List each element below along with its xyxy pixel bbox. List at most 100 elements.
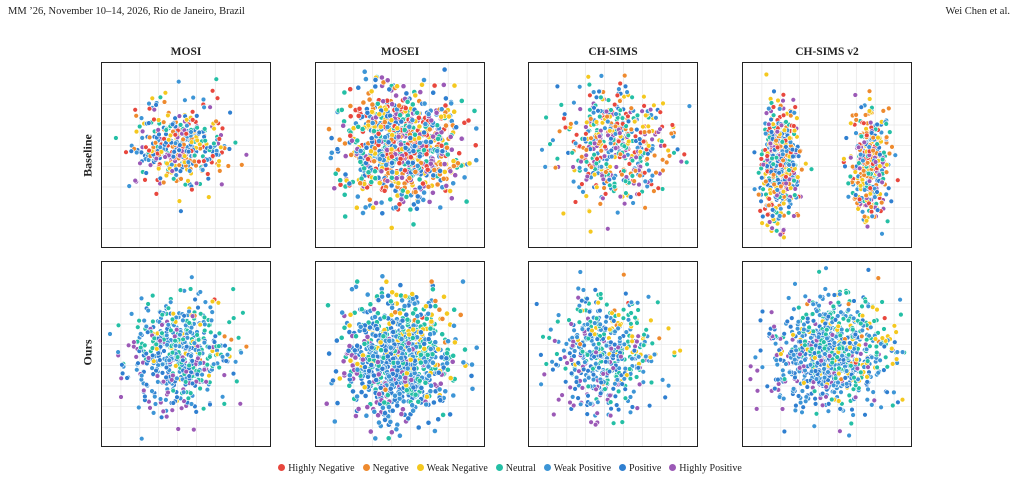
- data-point: [641, 170, 648, 176]
- data-point: [533, 301, 540, 307]
- data-point: [383, 278, 390, 285]
- data-point: [132, 107, 138, 113]
- data-point: [172, 115, 178, 121]
- data-point: [427, 388, 434, 395]
- data-point: [428, 318, 435, 325]
- data-point: [219, 125, 226, 132]
- data-point: [384, 77, 391, 84]
- data-point: [590, 371, 597, 378]
- data-point: [189, 380, 196, 387]
- data-point: [421, 100, 428, 107]
- data-point: [585, 393, 591, 399]
- data-point: [141, 317, 147, 324]
- data-point: [336, 375, 343, 382]
- data-point: [655, 299, 661, 305]
- data-point: [631, 347, 638, 354]
- data-point: [115, 322, 122, 328]
- data-point: [443, 355, 450, 362]
- data-point: [469, 361, 475, 368]
- data-point: [757, 208, 763, 214]
- data-point: [425, 183, 432, 190]
- data-point: [368, 362, 375, 368]
- data-point: [334, 400, 341, 406]
- data-point: [641, 331, 647, 338]
- data-point: [422, 379, 429, 386]
- data-point: [847, 173, 854, 180]
- data-point: [594, 410, 600, 416]
- data-point: [367, 324, 373, 331]
- data-point: [549, 359, 555, 365]
- data-point: [123, 149, 129, 155]
- data-point: [430, 359, 436, 366]
- data-point: [771, 181, 777, 188]
- data-point: [634, 320, 640, 326]
- data-point: [662, 394, 668, 401]
- data-point: [841, 156, 847, 162]
- data-point: [630, 200, 636, 206]
- data-point: [201, 366, 208, 373]
- data-point: [558, 102, 564, 108]
- data-point: [627, 375, 634, 382]
- column-title-ch-sims-v2: CH-SIMS v2: [795, 46, 859, 58]
- data-point: [432, 298, 439, 304]
- data-point: [778, 206, 784, 212]
- data-point: [371, 306, 377, 313]
- data-point: [219, 354, 226, 360]
- data-point: [377, 339, 384, 346]
- data-point: [226, 319, 232, 325]
- data-point: [575, 360, 581, 366]
- data-point: [397, 282, 404, 288]
- data-point: [867, 185, 873, 191]
- data-point: [803, 160, 809, 167]
- data-point: [442, 388, 449, 395]
- data-point: [419, 81, 425, 88]
- data-point: [191, 152, 198, 159]
- data-point: [773, 137, 779, 144]
- data-point: [356, 105, 363, 112]
- data-point: [389, 160, 395, 166]
- data-point: [651, 102, 657, 108]
- data-point: [792, 186, 798, 192]
- data-point: [591, 151, 597, 158]
- row-label-baseline: Baseline: [80, 134, 95, 177]
- data-point: [432, 428, 438, 434]
- data-point: [409, 291, 416, 297]
- data-point: [561, 347, 567, 354]
- data-point: [848, 120, 854, 126]
- data-point: [570, 402, 577, 409]
- data-point: [783, 144, 789, 150]
- data-point: [405, 159, 411, 166]
- data-point: [155, 117, 162, 123]
- data-point: [552, 164, 559, 171]
- data-point: [593, 119, 600, 125]
- data-point: [439, 331, 446, 338]
- data-point: [583, 131, 589, 137]
- scatter-panel-ours-mosi: [101, 261, 271, 447]
- data-point: [346, 322, 353, 329]
- data-point: [435, 136, 441, 142]
- data-point: [643, 112, 649, 119]
- data-point: [602, 359, 609, 365]
- data-point: [879, 156, 886, 163]
- data-point: [887, 129, 893, 135]
- data-point: [776, 170, 782, 176]
- data-point: [440, 175, 447, 182]
- data-point: [369, 101, 376, 108]
- data-point: [636, 191, 642, 197]
- data-point: [659, 157, 666, 163]
- data-point: [568, 321, 574, 327]
- data-point: [201, 327, 208, 334]
- data-point: [347, 132, 354, 139]
- data-point: [677, 347, 683, 354]
- scatter-plot: [102, 262, 270, 446]
- data-point: [450, 158, 457, 164]
- data-point: [396, 390, 403, 397]
- data-point: [372, 168, 378, 175]
- data-point: [551, 411, 557, 418]
- data-point: [133, 128, 140, 135]
- data-point: [375, 359, 381, 365]
- data-point: [372, 76, 379, 83]
- data-point: [774, 128, 780, 135]
- data-point: [444, 366, 451, 373]
- data-point: [149, 388, 155, 394]
